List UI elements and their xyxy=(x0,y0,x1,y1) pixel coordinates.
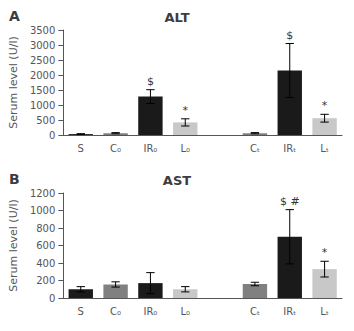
svg-text:$: $ xyxy=(147,75,154,88)
svg-text:L₀: L₀ xyxy=(180,143,190,154)
svg-text:1000: 1000 xyxy=(30,100,55,111)
svg-text:0: 0 xyxy=(49,130,55,141)
svg-text:C₀: C₀ xyxy=(110,306,121,317)
svg-text:800: 800 xyxy=(36,223,55,234)
svg-text:Cₜ: Cₜ xyxy=(250,143,260,154)
svg-text:AST: AST xyxy=(163,173,191,188)
svg-text:*: * xyxy=(322,246,328,259)
svg-text:Serum level (U/l): Serum level (U/l) xyxy=(7,199,20,292)
svg-text:1000: 1000 xyxy=(30,205,55,216)
svg-text:IRₜ: IRₜ xyxy=(283,306,296,317)
svg-text:IR₀: IR₀ xyxy=(143,306,157,317)
svg-text:ALT: ALT xyxy=(164,10,189,25)
svg-text:IR₀: IR₀ xyxy=(143,143,157,154)
svg-text:Lₜ: Lₜ xyxy=(320,306,329,317)
svg-text:3500: 3500 xyxy=(30,25,55,36)
svg-text:L₀: L₀ xyxy=(180,306,190,317)
svg-text:$: $ xyxy=(286,29,293,42)
svg-text:$ #: $ # xyxy=(280,195,300,208)
svg-text:S: S xyxy=(78,306,84,317)
svg-text:200: 200 xyxy=(36,275,55,286)
svg-text:0: 0 xyxy=(49,293,55,304)
svg-text:Cₜ: Cₜ xyxy=(250,306,260,317)
svg-text:1500: 1500 xyxy=(30,85,55,96)
svg-text:B: B xyxy=(9,171,20,187)
svg-text:C₀: C₀ xyxy=(110,143,121,154)
svg-text:IRₜ: IRₜ xyxy=(283,143,296,154)
svg-text:Serum level (U/l): Serum level (U/l) xyxy=(7,36,20,129)
svg-text:2000: 2000 xyxy=(30,70,55,81)
svg-text:1200: 1200 xyxy=(30,188,55,199)
svg-text:Lₜ: Lₜ xyxy=(320,143,329,154)
svg-text:600: 600 xyxy=(36,240,55,251)
svg-text:500: 500 xyxy=(36,115,55,126)
svg-text:S: S xyxy=(78,143,84,154)
svg-text:2500: 2500 xyxy=(30,55,55,66)
svg-text:3000: 3000 xyxy=(30,40,55,51)
svg-text:*: * xyxy=(322,99,328,112)
svg-text:*: * xyxy=(183,104,189,117)
svg-text:400: 400 xyxy=(36,258,55,269)
svg-text:A: A xyxy=(9,8,20,24)
